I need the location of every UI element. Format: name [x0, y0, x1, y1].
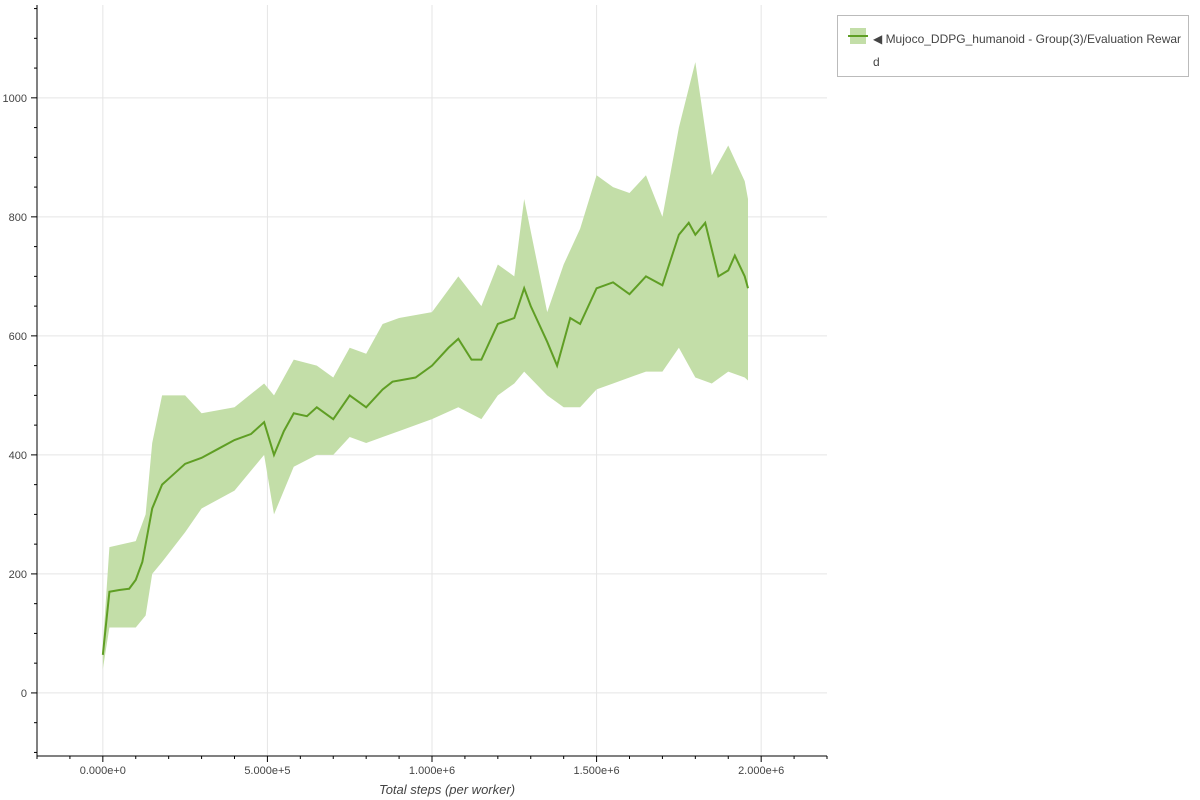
- y-tick-label: 200: [9, 569, 27, 581]
- legend-swatch: [848, 28, 868, 44]
- x-tick-label: 1.000e+6: [409, 765, 455, 777]
- x-tick-label: 5.000e+5: [244, 765, 290, 777]
- legend[interactable]: ◀ Mujoco_DDPG_humanoid - Group(3)/Evalua…: [837, 15, 1189, 77]
- x-tick-label: 0.000e+0: [80, 765, 126, 777]
- legend-label: ◀ Mujoco_DDPG_humanoid - Group(3)/Evalua…: [873, 32, 1182, 69]
- x-tick-label: 2.000e+6: [738, 765, 784, 777]
- x-axis-label: Total steps (per worker): [379, 782, 515, 797]
- y-tick-label: 400: [9, 450, 27, 462]
- y-tick-label: 1000: [3, 93, 27, 105]
- series-line: [101, 220, 749, 655]
- y-tick-label: 0: [21, 688, 27, 700]
- confidence-band: [102, 62, 749, 670]
- y-tick-label: 800: [9, 212, 27, 224]
- x-tick-label: 1.500e+6: [573, 765, 619, 777]
- y-tick-label: 600: [9, 331, 27, 343]
